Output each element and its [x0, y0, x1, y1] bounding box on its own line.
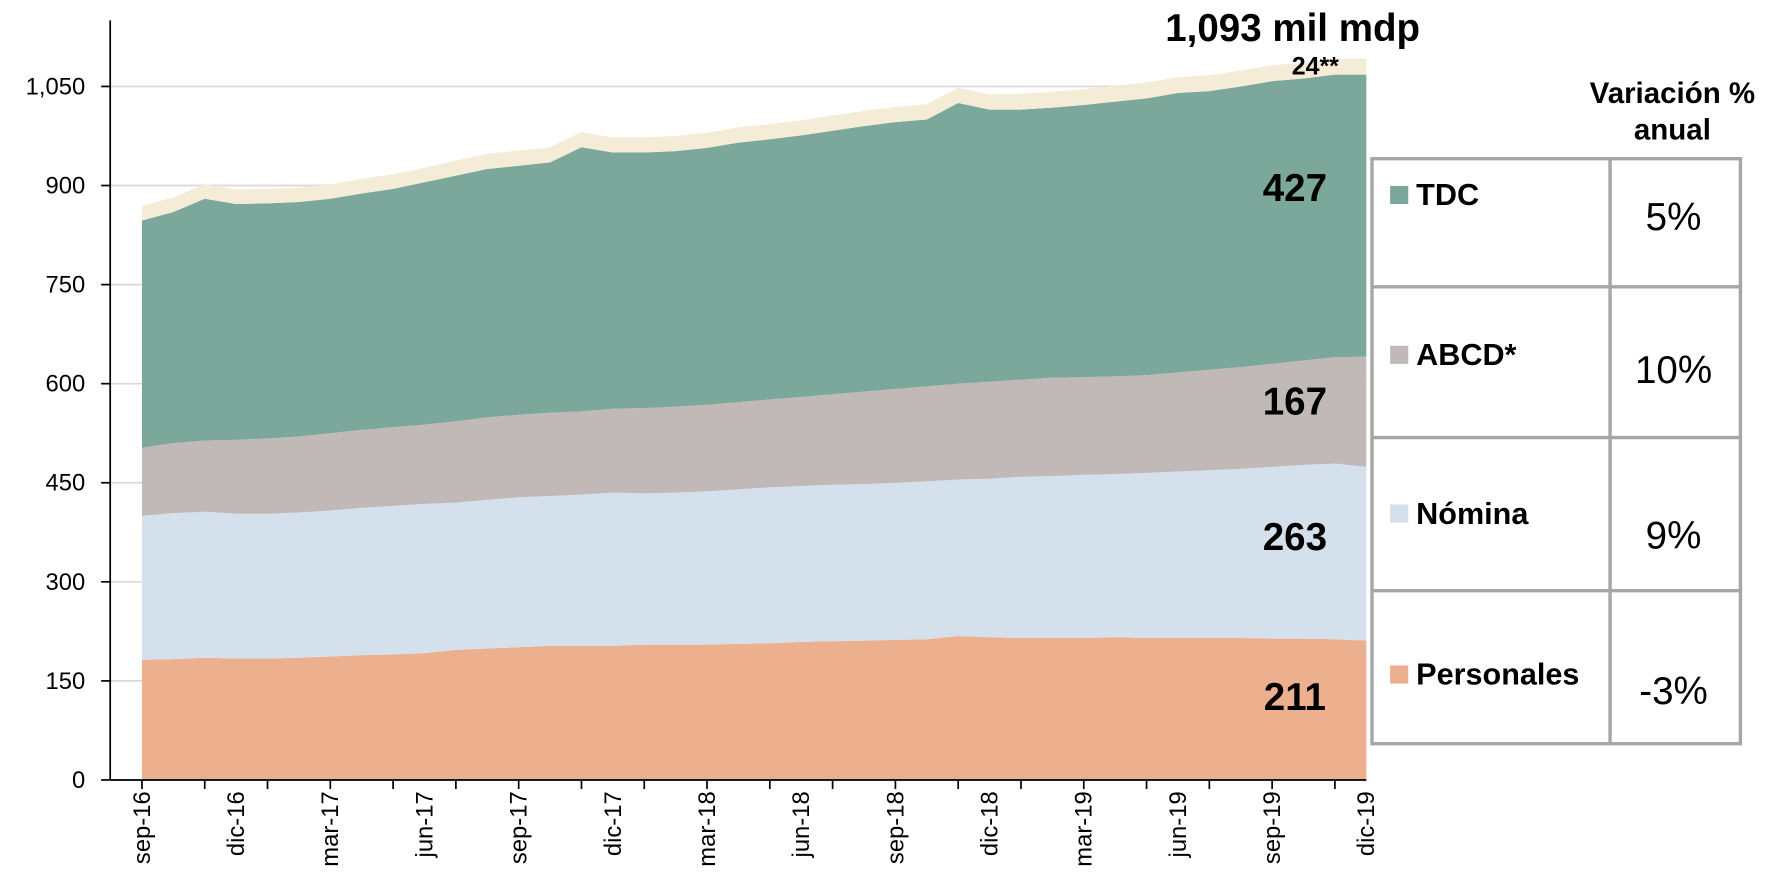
- x-tick-label: mar-19: [1071, 791, 1098, 866]
- legend-label: TDC: [1416, 178, 1479, 212]
- table-border: [1370, 157, 1743, 746]
- legend-label: Personales: [1416, 658, 1579, 692]
- area: [141, 58, 1367, 221]
- data-label: 263: [1263, 516, 1327, 559]
- x-tick-label: dic-16: [223, 791, 250, 856]
- area: [141, 74, 1367, 448]
- x-tick-label: dic-18: [977, 791, 1004, 856]
- table-header-text: Variación % anual: [1589, 75, 1756, 147]
- annual-change: 10%: [1635, 349, 1712, 392]
- x-tick-label: dic-17: [600, 791, 627, 856]
- area: [141, 463, 1367, 660]
- x-tick-label: jun-17: [411, 791, 438, 858]
- data-label: 167: [1263, 380, 1327, 423]
- x-tick-label: sep-19: [1259, 791, 1286, 864]
- legend-label: Nómina: [1416, 497, 1529, 531]
- table-header: Variación % anual: [1589, 75, 1756, 147]
- y-tick-label: 600: [46, 371, 86, 398]
- x-tick-label: mar-18: [694, 791, 721, 866]
- legend-label: ABCD*: [1416, 338, 1516, 372]
- y-tick-label: 450: [46, 470, 86, 497]
- legend-swatch: [1390, 345, 1409, 364]
- data-label: 427: [1263, 167, 1327, 210]
- x-tick-label: mar-17: [317, 791, 344, 866]
- annual-change: -3%: [1639, 670, 1708, 713]
- x-tick-label: sep-16: [129, 791, 156, 864]
- annual-change: 9%: [1646, 515, 1702, 558]
- x-tick-label: sep-17: [506, 791, 533, 864]
- areas: [141, 58, 1367, 780]
- axes: 0 150 300 450 600 750 900 1,050 sep-16 dic-16 mar-…: [26, 20, 1380, 867]
- annual-change: 5%: [1646, 196, 1702, 239]
- data-label: 24**: [1292, 53, 1339, 81]
- x-tick-label: jun-19: [1165, 791, 1192, 858]
- y-tick-label: 750: [46, 272, 86, 299]
- legend-table: TDC 5% ABCD* 10% Nómina 9% Personales -3%: [1370, 157, 1743, 746]
- area: [141, 356, 1367, 516]
- legend-swatch: [1390, 185, 1409, 205]
- y-tick-label: 1,050: [26, 73, 86, 100]
- y-tick-label: 150: [46, 668, 86, 695]
- x-tick-label: sep-18: [882, 791, 909, 864]
- data-label: 211: [1264, 676, 1326, 719]
- legend-swatch: [1390, 504, 1409, 523]
- x-tick-label: dic-19: [1353, 791, 1380, 856]
- y-tick-label: 300: [46, 569, 86, 596]
- legend-swatch: [1390, 665, 1409, 684]
- y-tick-label: 900: [46, 172, 86, 199]
- area: [141, 635, 1367, 780]
- total-label: 1,093 mil mdp: [1165, 7, 1420, 50]
- y-tick-label: 0: [72, 767, 85, 794]
- x-tick-label: jun-18: [788, 791, 815, 858]
